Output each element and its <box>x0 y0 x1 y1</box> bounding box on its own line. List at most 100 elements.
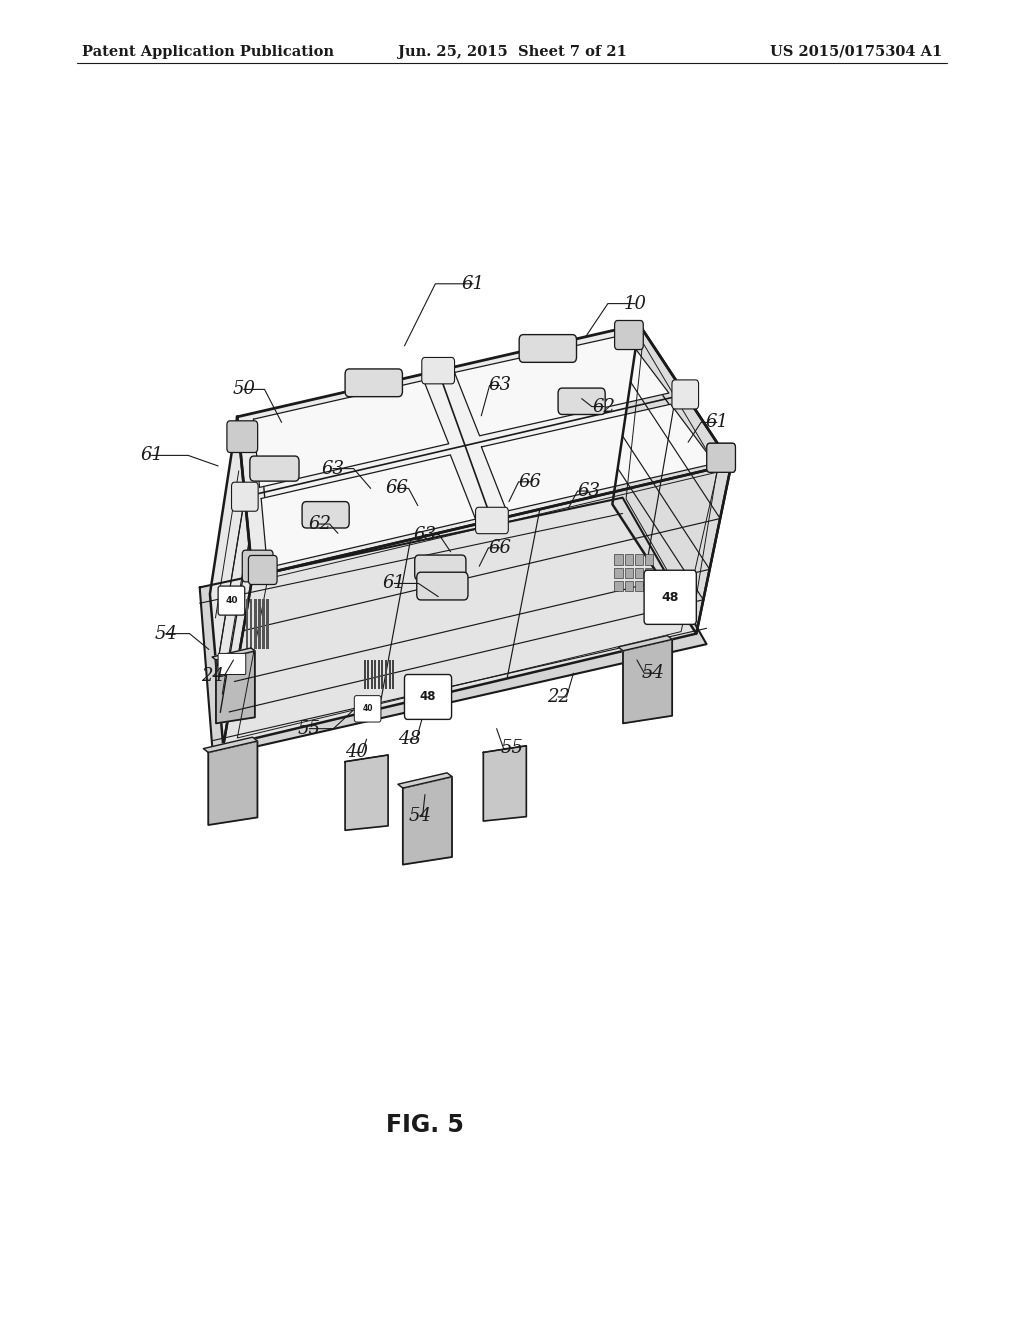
FancyBboxPatch shape <box>644 570 696 624</box>
Polygon shape <box>223 465 731 746</box>
Text: FIG. 5: FIG. 5 <box>386 1113 464 1137</box>
Polygon shape <box>612 330 727 634</box>
FancyBboxPatch shape <box>354 696 381 722</box>
Bar <box>635 568 643 578</box>
Text: 55: 55 <box>501 739 523 758</box>
Bar <box>625 581 633 591</box>
Bar <box>364 660 366 689</box>
Bar <box>635 554 643 565</box>
Text: 24: 24 <box>202 667 224 685</box>
FancyBboxPatch shape <box>519 334 577 362</box>
Bar <box>378 660 380 689</box>
Polygon shape <box>258 337 711 565</box>
Bar <box>389 660 391 689</box>
FancyBboxPatch shape <box>614 321 643 350</box>
Polygon shape <box>612 325 731 634</box>
Bar <box>645 568 653 578</box>
Text: 54: 54 <box>642 664 665 682</box>
Polygon shape <box>398 772 452 788</box>
Text: 50: 50 <box>232 380 255 399</box>
Polygon shape <box>623 639 672 723</box>
FancyBboxPatch shape <box>345 368 402 396</box>
Text: 66: 66 <box>386 479 409 498</box>
Polygon shape <box>238 325 731 577</box>
Polygon shape <box>483 746 526 821</box>
Polygon shape <box>345 755 388 830</box>
Text: 61: 61 <box>383 574 406 593</box>
FancyBboxPatch shape <box>558 388 605 414</box>
FancyBboxPatch shape <box>250 455 299 480</box>
Polygon shape <box>481 404 715 511</box>
Text: US 2015/0175304 A1: US 2015/0175304 A1 <box>770 45 942 59</box>
Text: 10: 10 <box>624 294 646 313</box>
Bar <box>392 660 394 689</box>
Text: 55: 55 <box>298 719 321 738</box>
Polygon shape <box>200 498 707 756</box>
Text: 48: 48 <box>662 591 678 605</box>
Polygon shape <box>246 330 727 574</box>
Polygon shape <box>618 635 672 651</box>
Polygon shape <box>261 455 475 568</box>
Bar <box>645 581 653 591</box>
Bar <box>381 660 383 689</box>
Bar <box>385 660 387 689</box>
Polygon shape <box>208 741 257 825</box>
Polygon shape <box>204 737 257 752</box>
Bar <box>625 554 633 565</box>
Text: 63: 63 <box>578 482 600 500</box>
Bar <box>258 599 260 649</box>
Text: 40: 40 <box>225 597 238 605</box>
FancyBboxPatch shape <box>302 502 349 528</box>
Bar <box>614 554 623 565</box>
Text: 61: 61 <box>140 446 163 465</box>
Polygon shape <box>223 462 727 746</box>
Bar <box>625 568 633 578</box>
Text: 66: 66 <box>519 473 542 491</box>
Text: 40: 40 <box>362 705 373 713</box>
FancyBboxPatch shape <box>243 550 273 582</box>
Bar <box>250 599 252 649</box>
Polygon shape <box>216 651 255 723</box>
Bar <box>635 581 643 591</box>
FancyBboxPatch shape <box>218 653 246 675</box>
FancyBboxPatch shape <box>672 380 698 409</box>
FancyBboxPatch shape <box>417 572 468 599</box>
FancyBboxPatch shape <box>707 444 735 473</box>
FancyBboxPatch shape <box>249 556 278 585</box>
FancyBboxPatch shape <box>415 554 466 581</box>
Text: Patent Application Publication: Patent Application Publication <box>82 45 334 59</box>
FancyBboxPatch shape <box>475 507 508 533</box>
Bar <box>614 581 623 591</box>
FancyBboxPatch shape <box>227 421 258 453</box>
Bar <box>645 554 653 565</box>
Text: 61: 61 <box>462 275 484 293</box>
FancyBboxPatch shape <box>422 358 455 384</box>
Text: 22: 22 <box>547 688 569 706</box>
Text: 62: 62 <box>593 397 615 416</box>
Polygon shape <box>210 422 261 746</box>
Polygon shape <box>210 417 253 746</box>
Text: 54: 54 <box>409 807 431 825</box>
Text: 63: 63 <box>414 525 436 544</box>
Polygon shape <box>402 776 452 865</box>
Bar <box>375 660 377 689</box>
Bar <box>371 660 373 689</box>
FancyBboxPatch shape <box>218 586 245 615</box>
Text: 63: 63 <box>322 459 344 478</box>
Bar <box>254 599 256 649</box>
Text: 48: 48 <box>398 730 421 748</box>
Text: 40: 40 <box>345 743 368 762</box>
Bar <box>614 568 623 578</box>
Text: 62: 62 <box>308 515 331 533</box>
Polygon shape <box>455 335 669 436</box>
Text: Jun. 25, 2015  Sheet 7 of 21: Jun. 25, 2015 Sheet 7 of 21 <box>397 45 627 59</box>
Text: 54: 54 <box>155 624 177 643</box>
Polygon shape <box>254 380 449 487</box>
Polygon shape <box>212 648 255 660</box>
Bar <box>266 599 268 649</box>
Bar <box>262 599 264 649</box>
Text: 66: 66 <box>488 539 511 557</box>
Text: 63: 63 <box>488 376 511 395</box>
Text: 48: 48 <box>420 690 436 704</box>
Bar <box>246 599 248 649</box>
